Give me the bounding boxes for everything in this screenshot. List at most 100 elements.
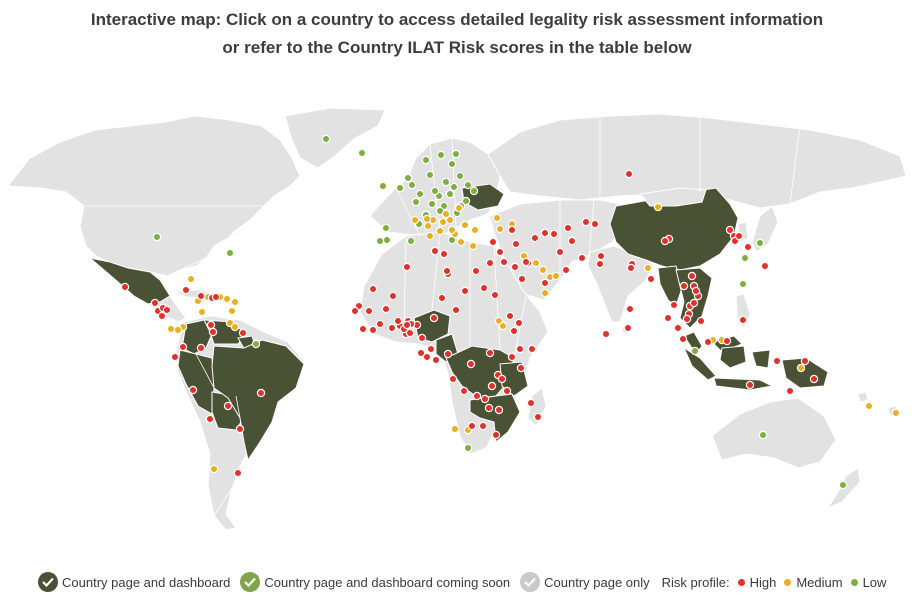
risk-marker-high[interactable] (388, 291, 398, 301)
risk-marker-medium[interactable] (230, 322, 240, 332)
risk-marker-high[interactable] (623, 323, 633, 333)
risk-marker-high[interactable] (256, 388, 266, 398)
country-peru[interactable] (177, 349, 215, 415)
risk-marker-high[interactable] (663, 313, 673, 323)
risk-marker-high[interactable] (478, 421, 488, 431)
risk-marker-high[interactable] (533, 412, 543, 422)
risk-marker-low[interactable] (838, 480, 848, 490)
risk-marker-low[interactable] (427, 199, 437, 209)
risk-marker-high[interactable] (426, 344, 436, 354)
risk-marker-high[interactable] (505, 311, 515, 321)
risk-marker-high[interactable] (624, 169, 634, 179)
risk-marker-medium[interactable] (450, 424, 460, 434)
risk-marker-medium[interactable] (222, 294, 232, 304)
risk-marker-high[interactable] (439, 249, 449, 259)
region-north-america[interactable] (7, 115, 301, 277)
risk-marker-high[interactable] (490, 290, 500, 300)
risk-marker-high[interactable] (521, 257, 531, 267)
risk-marker-low[interactable] (411, 197, 421, 207)
risk-marker-medium[interactable] (653, 202, 663, 212)
risk-marker-low[interactable] (382, 235, 392, 245)
risk-marker-high[interactable] (567, 236, 577, 246)
risk-marker-high[interactable] (451, 305, 461, 315)
risk-marker-low[interactable] (406, 236, 416, 246)
risk-marker-high[interactable] (467, 421, 477, 431)
risk-marker-high[interactable] (517, 274, 527, 284)
risk-marker-high[interactable] (673, 323, 683, 333)
risk-marker-high[interactable] (181, 285, 191, 295)
risk-marker-high[interactable] (563, 223, 573, 233)
risk-marker-medium[interactable] (864, 401, 874, 411)
risk-marker-high[interactable] (745, 380, 755, 390)
country-japan[interactable] (751, 205, 779, 253)
risk-marker-high[interactable] (471, 266, 481, 276)
risk-marker-low[interactable] (690, 346, 700, 356)
risk-marker-medium[interactable] (445, 215, 455, 225)
risk-marker-high[interactable] (422, 352, 432, 362)
risk-marker-high[interactable] (178, 342, 188, 352)
risk-marker-high[interactable] (205, 414, 215, 424)
risk-marker-high[interactable] (527, 344, 537, 354)
risk-marker-high[interactable] (696, 316, 706, 326)
risk-marker-medium[interactable] (538, 265, 548, 275)
risk-marker-low[interactable] (251, 339, 261, 349)
risk-marker-high[interactable] (760, 261, 770, 271)
risk-marker-low[interactable] (321, 134, 331, 144)
risk-marker-high[interactable] (743, 242, 753, 252)
risk-marker-high[interactable] (157, 311, 167, 321)
risk-marker-high[interactable] (514, 318, 524, 328)
risk-marker-medium[interactable] (551, 271, 561, 281)
risk-marker-medium[interactable] (796, 363, 806, 373)
risk-marker-medium[interactable] (438, 217, 448, 227)
risk-marker-high[interactable] (393, 316, 403, 326)
risk-marker-medium[interactable] (186, 274, 196, 284)
risk-marker-medium[interactable] (209, 464, 219, 474)
risk-marker-high[interactable] (595, 259, 605, 269)
risk-marker-high[interactable] (577, 253, 587, 263)
risk-marker-low[interactable] (469, 186, 479, 196)
risk-marker-high[interactable] (235, 424, 245, 434)
risk-marker-high[interactable] (402, 320, 412, 330)
risk-marker-high[interactable] (581, 217, 591, 227)
risk-marker-high[interactable] (484, 403, 494, 413)
risk-marker-high[interactable] (480, 394, 490, 404)
risk-marker-high[interactable] (596, 251, 606, 261)
risk-marker-high[interactable] (402, 262, 412, 272)
risk-marker-medium[interactable] (492, 213, 502, 223)
risk-marker-high[interactable] (381, 304, 391, 314)
risk-marker-medium[interactable] (197, 307, 207, 317)
risk-marker-high[interactable] (460, 286, 470, 296)
risk-marker-high[interactable] (211, 292, 221, 302)
risk-marker-low[interactable] (447, 159, 457, 169)
risk-marker-high[interactable] (507, 352, 517, 362)
risk-marker-high[interactable] (526, 398, 536, 408)
risk-marker-low[interactable] (758, 430, 768, 440)
risk-marker-high[interactable] (448, 374, 458, 384)
risk-marker-medium[interactable] (643, 263, 653, 273)
risk-marker-high[interactable] (188, 385, 198, 395)
risk-marker-low[interactable] (415, 189, 425, 199)
risk-marker-high[interactable] (540, 278, 550, 288)
risk-marker-medium[interactable] (468, 241, 478, 251)
risk-marker-high[interactable] (162, 305, 172, 315)
country-zambia-mozambique[interactable] (469, 393, 521, 443)
risk-marker-medium[interactable] (456, 237, 466, 247)
risk-marker-medium[interactable] (410, 215, 420, 225)
risk-marker-low[interactable] (395, 183, 405, 193)
risk-marker-high[interactable] (485, 258, 495, 268)
risk-marker-low[interactable] (375, 236, 385, 246)
risk-marker-high[interactable] (734, 231, 744, 241)
risk-marker-high[interactable] (443, 349, 453, 359)
country-greenland[interactable] (284, 107, 386, 169)
risk-marker-high[interactable] (561, 265, 571, 275)
risk-marker-high[interactable] (549, 229, 559, 239)
risk-marker-medium[interactable] (495, 224, 505, 234)
risk-marker-low[interactable] (436, 150, 446, 160)
risk-marker-high[interactable] (511, 239, 521, 249)
risk-marker-low[interactable] (738, 279, 748, 289)
risk-marker-high[interactable] (530, 233, 540, 243)
risk-marker-high[interactable] (772, 356, 782, 366)
risk-marker-low[interactable] (421, 155, 431, 165)
risk-marker-high[interactable] (590, 219, 600, 229)
risk-marker-high[interactable] (442, 266, 452, 276)
